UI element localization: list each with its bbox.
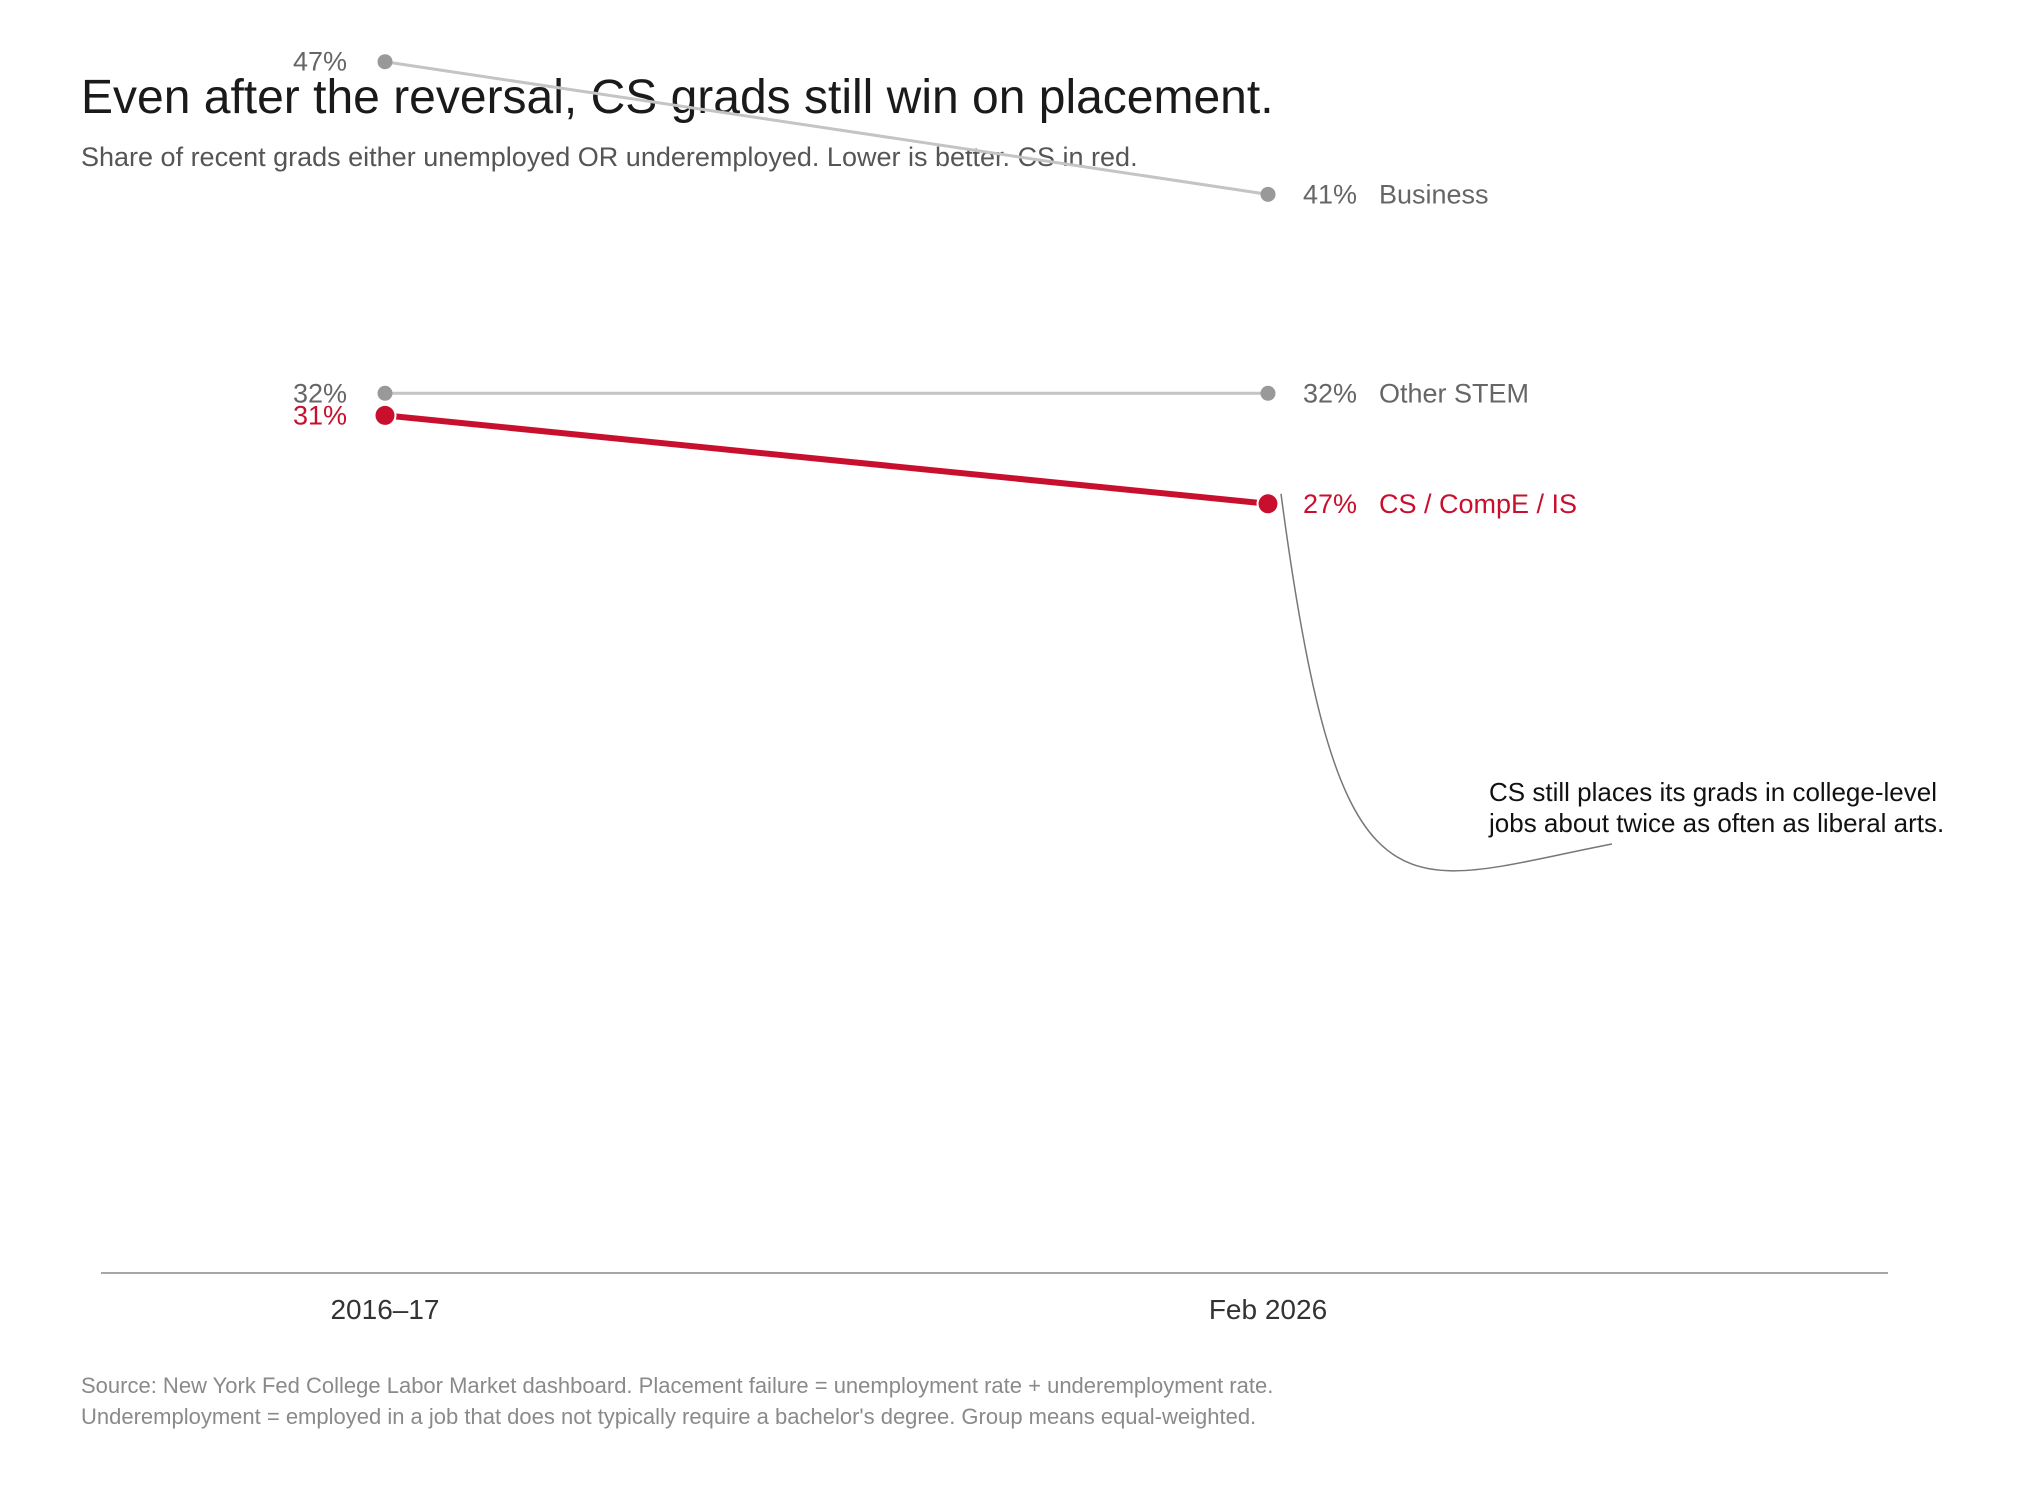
point-cs-compe-is-start (373, 403, 397, 427)
series-name-label-business: Business (1379, 179, 1489, 209)
x-tick-label-0: 2016–17 (330, 1294, 439, 1325)
annotation: CS still places its grads in college-lev… (1280, 493, 1944, 872)
point-cs-compe-is-end (1256, 492, 1280, 516)
start-value-label-other-stem: 32% (293, 378, 347, 408)
series-other-stem: 32% 32% Other STEM (293, 378, 1529, 408)
annotation-text-line-2: jobs about twice as often as liberal art… (1488, 808, 1944, 838)
point-business-start (377, 54, 393, 70)
series-business: 47% 41% Business (293, 47, 1489, 210)
start-value-label-cs-compe-is: 31% (293, 400, 347, 430)
point-business-end (1260, 186, 1276, 202)
series-name-label-other-stem: Other STEM (1379, 378, 1529, 408)
end-value-label-cs-compe-is: 27% (1303, 489, 1357, 519)
annotation-leader-line (1280, 493, 1613, 872)
end-value-label-other-stem: 32% (1303, 378, 1357, 408)
series-line-cs-compe-is (384, 412, 1269, 507)
x-tick-labels: 2016–17 Feb 2026 (330, 1294, 1327, 1325)
point-other-stem-end (1260, 385, 1276, 401)
source-line-2: Underemployment = employed in a job that… (81, 1404, 1257, 1429)
source-line-1: Source: New York Fed College Labor Marke… (81, 1373, 1274, 1398)
series-layer: 58%56%Humanities56%51%Social Sciences47%… (293, 47, 1577, 519)
start-value-label-business: 47% (293, 47, 347, 77)
series-name-label-cs-compe-is: CS / CompE / IS (1379, 489, 1577, 519)
chart-title: Even after the reversal, CS grads still … (81, 71, 1274, 124)
annotation-text-line-1: CS still places its grads in college-lev… (1489, 777, 1937, 807)
series-cs-compe-is: 31% 27% CS / CompE / IS (293, 400, 1577, 518)
end-value-label-business: 41% (1303, 179, 1357, 209)
source-note: Source: New York Fed College Labor Marke… (81, 1370, 1273, 1432)
point-other-stem-start (377, 385, 393, 401)
x-tick-label-1: Feb 2026 (1209, 1294, 1327, 1325)
series-line-business (384, 60, 1269, 196)
